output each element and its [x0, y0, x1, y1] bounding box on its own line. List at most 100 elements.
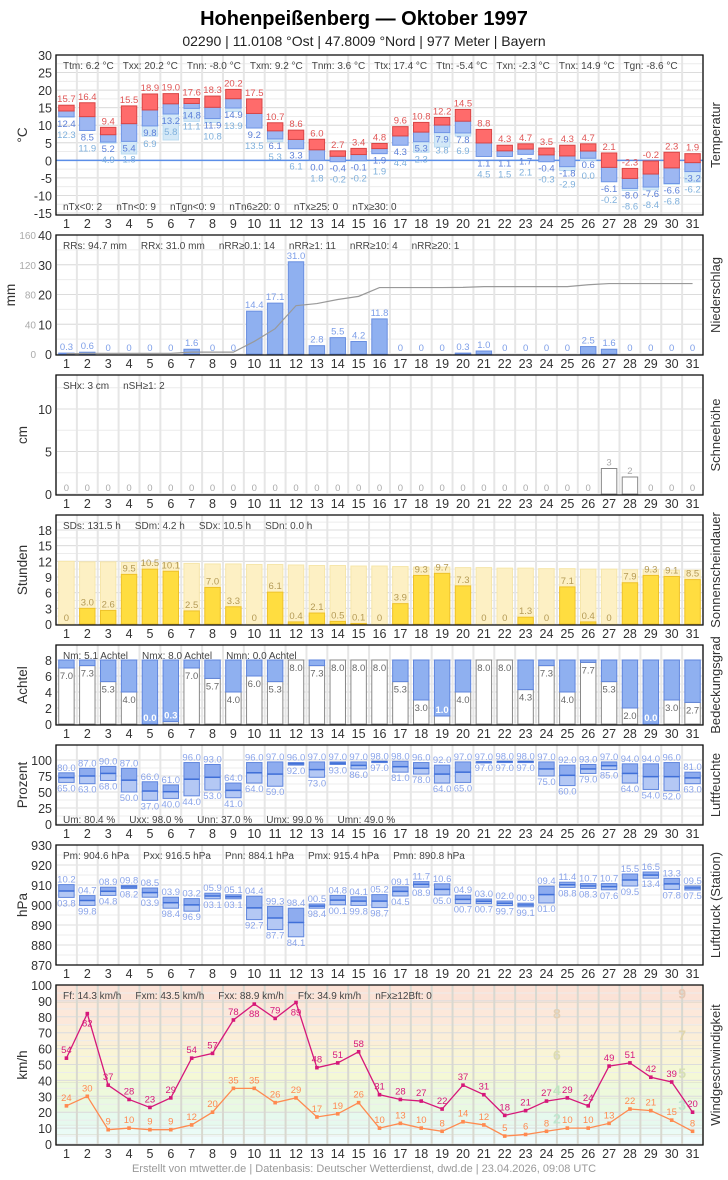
- x-tick-label: 23: [519, 217, 533, 231]
- sun-label: 7.1: [561, 576, 574, 587]
- precip-label: 11.8: [371, 308, 389, 319]
- cloud-cover-bar: [267, 660, 282, 682]
- snow-label: 3: [606, 458, 611, 469]
- beaufort-label: 5: [678, 1065, 686, 1081]
- mean-label: 14: [458, 1109, 469, 1120]
- min-label: 07.8: [662, 890, 681, 901]
- stat-item: Txm: 9.2 °C: [250, 61, 303, 72]
- tmax-label: 3.4: [352, 137, 365, 148]
- y-tick-label: 9: [45, 571, 52, 585]
- y-tick-label: 5: [45, 446, 52, 460]
- gust-label: 27: [541, 1088, 552, 1099]
- y-tick-label: -5: [41, 172, 52, 186]
- cloud-cover-bar: [580, 660, 595, 662]
- tground-label: 0.0: [582, 171, 595, 182]
- min-label: 65.0: [57, 783, 76, 794]
- wind-panel-title: Windgeschwindigkeit: [708, 1004, 723, 1126]
- stat-item: SDm: 4.2 h: [135, 521, 185, 532]
- max-label: 64.0: [224, 773, 243, 784]
- beaufort-label: 6: [553, 1047, 561, 1063]
- x-tick-label: 13: [310, 1147, 324, 1161]
- x-tick-label: 30: [665, 727, 679, 741]
- tmax-bar: [560, 145, 575, 156]
- max-label: 03.2: [182, 889, 201, 900]
- snow-label: 0: [85, 483, 90, 494]
- snow-label: 0: [565, 483, 570, 494]
- mean-point: [461, 1120, 465, 1124]
- tground-label: 1.9: [373, 167, 386, 178]
- sun-bar: [163, 571, 178, 624]
- stat-item: RRs: 94.7 mm: [63, 241, 127, 252]
- x-tick-label: 5: [146, 967, 153, 981]
- min-label: 99.8: [78, 906, 97, 917]
- stat-item: Tnx: 14.9 °C: [559, 61, 615, 72]
- min-label: 05.0: [433, 896, 452, 907]
- tmin-label: 3.3: [289, 151, 302, 162]
- max-label: 00.5: [308, 894, 327, 905]
- max-label: 80.0: [57, 763, 76, 774]
- mean-label: 10: [124, 1115, 135, 1126]
- y-tick-label: 5: [45, 137, 52, 151]
- tmax-bar: [414, 122, 429, 132]
- gust-label: 28: [395, 1086, 406, 1097]
- x-tick-label: 11: [269, 497, 282, 511]
- x-tick-label: 9: [230, 727, 237, 741]
- y-tick-label: 0: [45, 488, 52, 502]
- sun-label: 3.3: [227, 596, 240, 607]
- cloud-label: 0.3: [164, 711, 177, 722]
- x-tick-label: 3: [105, 727, 112, 741]
- mean-label: 30: [82, 1083, 93, 1094]
- sun-label: 6.1: [269, 581, 282, 592]
- y-tick-label: 6: [45, 587, 52, 601]
- x-tick-label: 14: [331, 827, 345, 841]
- x-tick-label: 31: [686, 967, 700, 981]
- x-tick-label: 9: [230, 357, 237, 371]
- x-tick-label: 26: [581, 357, 595, 371]
- min-label: 64.0: [433, 784, 452, 795]
- y-tick-label: 890: [31, 919, 52, 933]
- x-tick-label: 15: [352, 217, 366, 231]
- max-label: 16.5: [642, 862, 661, 873]
- temperature-panel-title: Temperatur: [708, 101, 723, 167]
- x-tick-label: 23: [519, 967, 533, 981]
- mean-label: 17: [312, 1104, 323, 1115]
- x-tick-label: 3: [105, 1147, 112, 1161]
- x-tick-label: 28: [623, 827, 637, 841]
- mean-label: 9: [168, 1117, 173, 1128]
- x-tick-label: 2: [84, 827, 91, 841]
- mean-label: 20: [207, 1099, 218, 1110]
- cloud-cover-bar: [685, 660, 700, 702]
- range-lower-bar: [393, 767, 408, 772]
- min-label: 92.7: [245, 921, 264, 932]
- snow-label: 0: [398, 483, 403, 494]
- x-tick-label: 3: [105, 827, 112, 841]
- min-label: 60.0: [558, 787, 577, 798]
- x-tick-label: 15: [352, 967, 366, 981]
- y-tick-label: 10: [38, 119, 52, 133]
- x-tick-label: 28: [623, 217, 637, 231]
- x-tick-label: 11: [269, 627, 282, 641]
- x-tick-label: 17: [393, 357, 407, 371]
- gust-point: [670, 1080, 674, 1084]
- tmax-label: 3.5: [540, 137, 553, 148]
- tmin-bar: [288, 139, 303, 148]
- min-label: 03.9: [141, 898, 160, 909]
- min-label: 41.0: [224, 799, 243, 810]
- max-label: 97.0: [329, 752, 348, 763]
- x-tick-label: 27: [602, 497, 616, 511]
- x-tick-label: 13: [310, 497, 324, 511]
- x-tick-label: 10: [247, 1147, 261, 1161]
- x-tick-label: 24: [540, 497, 554, 511]
- x-tick-label: 7: [188, 1147, 195, 1161]
- sun-bar: [664, 576, 679, 624]
- stat-item: nTn<0: 9: [116, 202, 156, 213]
- min-label: 37.0: [141, 801, 160, 812]
- y-tick-label: 100: [31, 979, 52, 993]
- x-tick-label: 2: [84, 967, 91, 981]
- cloud-label: 2.0: [623, 711, 636, 722]
- max-label: 66.0: [141, 772, 160, 783]
- x-tick-label: 6: [167, 357, 174, 371]
- max-label: 09.4: [537, 876, 556, 887]
- tmin-label: 4.3: [394, 147, 407, 158]
- min-label: 04.8: [99, 896, 118, 907]
